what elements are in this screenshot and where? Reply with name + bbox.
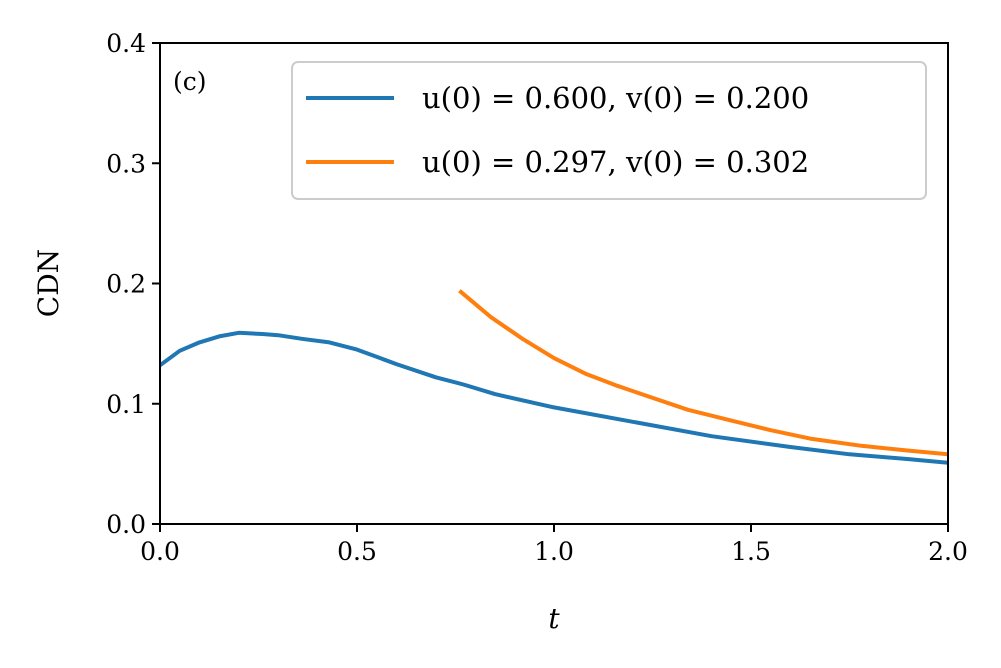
series-line-2 bbox=[458, 289, 948, 457]
legend: u(0) = 0.600, v(0) = 0.200 u(0) = 0.297, … bbox=[291, 61, 927, 200]
y-tick-label: 0.0 bbox=[106, 510, 146, 539]
series-line-1 bbox=[160, 330, 948, 465]
legend-label-1: u(0) = 0.600, v(0) = 0.200 bbox=[422, 81, 809, 115]
y-axis-label: CDN bbox=[32, 249, 65, 317]
legend-box bbox=[291, 61, 927, 200]
x-tick-label: 2.0 bbox=[928, 537, 968, 566]
y-tick-label: 0.1 bbox=[106, 390, 146, 419]
panel-label: (c) bbox=[173, 67, 207, 96]
legend-label-2: u(0) = 0.297, v(0) = 0.302 bbox=[422, 145, 809, 179]
x-tick-label: 0.0 bbox=[140, 537, 180, 566]
x-tick-label: 1.5 bbox=[731, 537, 771, 566]
plot-lines bbox=[160, 289, 948, 465]
x-tick-label: 0.5 bbox=[337, 537, 377, 566]
y-tick-label: 0.3 bbox=[106, 149, 146, 178]
y-tick-label: 0.4 bbox=[106, 29, 146, 58]
x-tick-label: 1.0 bbox=[534, 537, 574, 566]
y-tick-label: 0.2 bbox=[106, 270, 146, 299]
x-axis-label: t bbox=[548, 602, 560, 635]
axes: 0.0 0.5 1.0 1.5 2.0 0.0 0.1 0.2 0.3 0.4 bbox=[106, 29, 968, 566]
